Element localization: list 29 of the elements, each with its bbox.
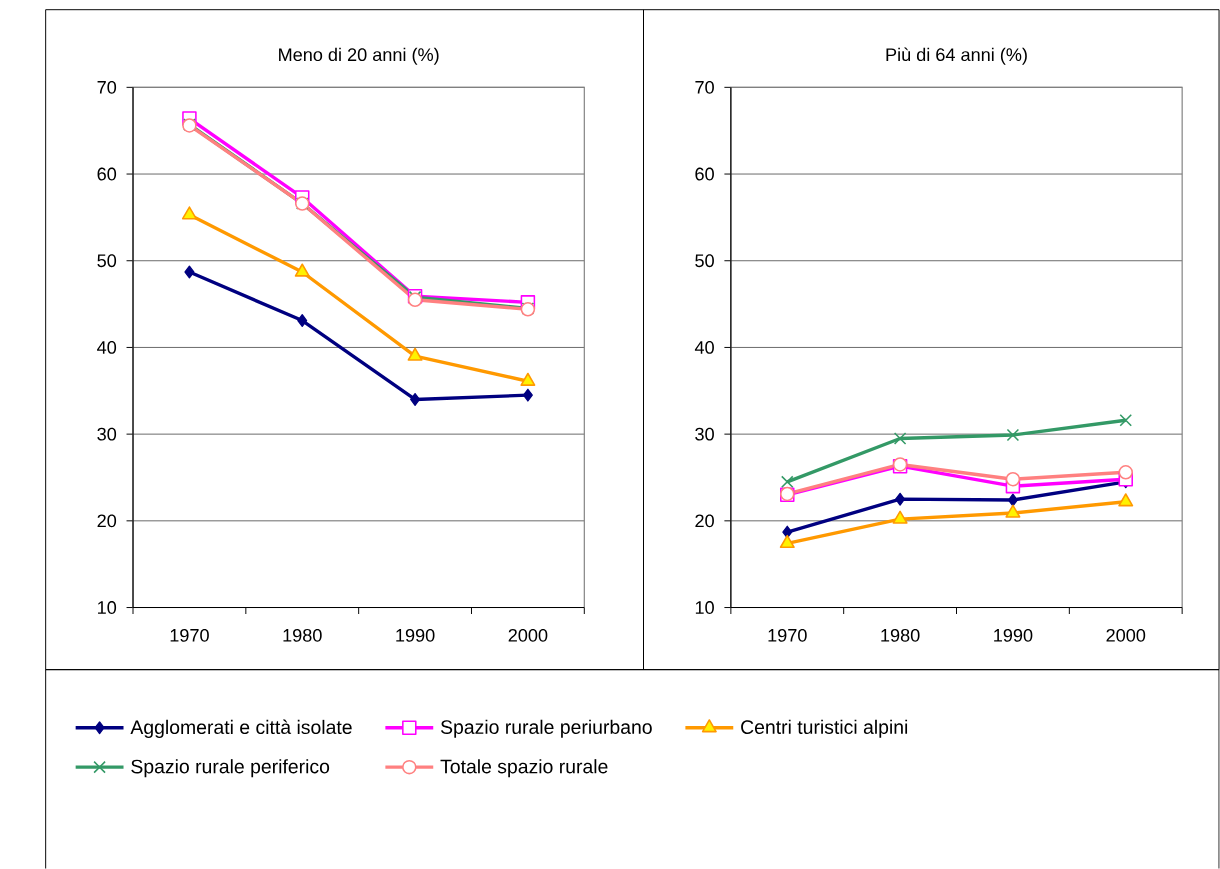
legend-label: Centri turistici alpini xyxy=(741,719,908,738)
y-tick-label: 50 xyxy=(695,254,714,268)
x-tick-label: 1990 xyxy=(994,629,1033,642)
legend-label: Agglomerati e città isolate xyxy=(130,719,352,739)
y-tick-label: 10 xyxy=(98,601,117,615)
chart-title: Più di 64 anni (%) xyxy=(886,47,1027,65)
y-tick-label: 30 xyxy=(695,427,714,441)
y-tick-label: 70 xyxy=(97,81,117,94)
y-tick-label: 40 xyxy=(97,341,117,355)
x-tick-label: 2000 xyxy=(508,629,548,642)
legend-label: Spazio rurale periferico xyxy=(131,759,330,778)
y-tick-label: 20 xyxy=(97,514,117,528)
x-tick-label: 1980 xyxy=(283,629,322,642)
y-tick-label: 60 xyxy=(695,167,714,181)
x-tick-label: 2000 xyxy=(1106,629,1146,642)
legend-label: Spazio rurale periurbano xyxy=(440,719,652,738)
y-tick-label: 50 xyxy=(97,254,117,268)
x-tick-label: 1970 xyxy=(170,629,209,642)
x-tick-label: 1980 xyxy=(881,629,920,642)
y-tick-label: 20 xyxy=(695,514,714,528)
legend-label: Totale spazio rurale xyxy=(440,759,608,778)
y-tick-label: 60 xyxy=(97,167,117,181)
y-tick-label: 40 xyxy=(694,341,714,355)
y-tick-label: 10 xyxy=(695,601,714,615)
y-tick-label: 30 xyxy=(97,427,117,441)
x-tick-label: 1970 xyxy=(768,629,807,642)
chart-title: Meno di 20 anni (%) xyxy=(279,47,439,65)
x-tick-label: 1990 xyxy=(396,629,435,642)
y-tick-label: 70 xyxy=(695,81,714,94)
